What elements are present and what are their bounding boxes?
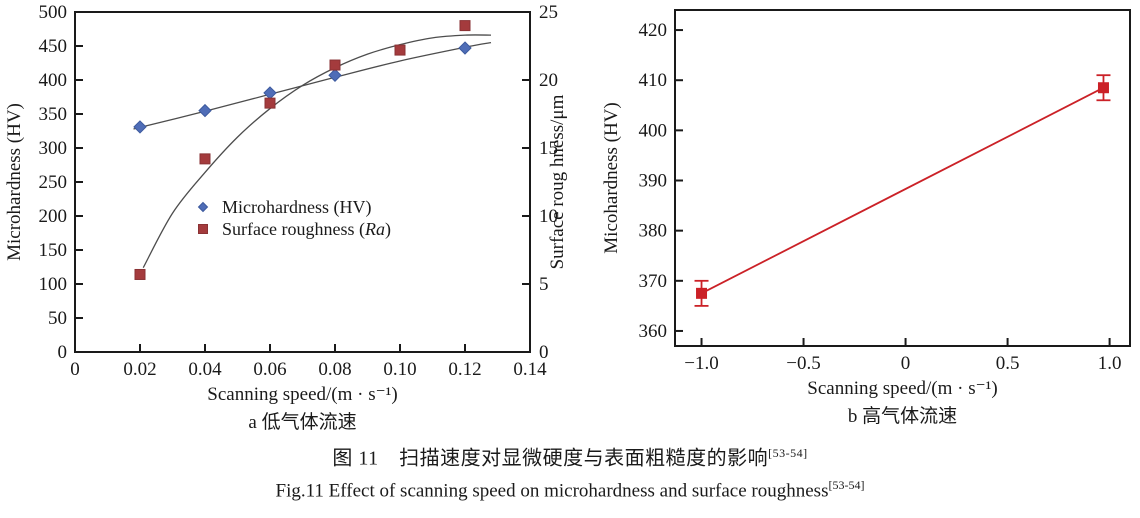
citation-superscript-cn: [53-54] bbox=[768, 446, 808, 460]
trend-line bbox=[142, 34, 492, 268]
y-tick-label-right: 5 bbox=[539, 274, 549, 295]
data-point-square bbox=[329, 59, 341, 71]
x-tick-label: 0 bbox=[70, 359, 80, 380]
x-tick-label: 0.04 bbox=[188, 359, 222, 380]
y-tick-label-left: 380 bbox=[639, 221, 668, 242]
y-tick-label-left: 390 bbox=[639, 171, 668, 192]
x-tick-label: 0.12 bbox=[448, 359, 481, 380]
x-tick-label: 0.5 bbox=[996, 353, 1020, 374]
x-tick-label: 0.14 bbox=[513, 359, 547, 380]
y-tick-label-left: 350 bbox=[39, 104, 68, 125]
data-point-square bbox=[199, 153, 211, 165]
y-tick-label-left: 0 bbox=[58, 342, 68, 363]
figure-caption-cn: 图 11 扫描速度对显微硬度与表面粗糙度的影响[53-54] bbox=[0, 446, 1140, 472]
x-tick-label: 0.10 bbox=[383, 359, 416, 380]
x-tick-label: 0.06 bbox=[253, 359, 286, 380]
y-tick-label-left: 250 bbox=[39, 172, 68, 193]
panel-subcaption: b 高气体流速 bbox=[848, 405, 957, 427]
panel-subcaption: a 低气体流速 bbox=[248, 411, 356, 432]
trend-line bbox=[133, 41, 492, 130]
y-tick-label-left: 400 bbox=[39, 70, 68, 91]
data-point-square bbox=[394, 44, 406, 56]
chart-row: 0 0.02 0.04 0.06 0.08 0.10 0.12 0.14 0 50 100 150 20… bbox=[4, 2, 1131, 432]
y-axis-label-left: Micohardness (HV) bbox=[601, 102, 622, 253]
x-tick-label: 0.08 bbox=[318, 359, 351, 380]
y-axis-label-left: Microhardness (HV) bbox=[4, 103, 25, 261]
y-axis-label-right: Surface roug hness/μm bbox=[547, 94, 568, 269]
y-tick-label-left: 100 bbox=[39, 274, 68, 295]
y-tick-label-left: 450 bbox=[39, 36, 68, 57]
data-point-diamond bbox=[458, 41, 472, 55]
data-point-square bbox=[1097, 82, 1109, 94]
plot-border bbox=[674, 9, 1131, 347]
data-point-square bbox=[459, 20, 471, 32]
data-point-diamond bbox=[198, 103, 212, 118]
y-tick-label-left: 200 bbox=[39, 206, 68, 227]
chart-b-high-gas-flow: −1.0 −0.5 0 0.5 1.0 360 370 380 390 400 410 420 Mico… bbox=[601, 9, 1131, 427]
legend-label: Surface roughness (Ra) bbox=[222, 219, 391, 240]
data-point-square bbox=[264, 97, 276, 109]
data-point-diamond bbox=[263, 86, 277, 100]
series-line bbox=[701, 86, 1104, 295]
y-tick-label-right: 15 bbox=[539, 138, 558, 159]
legend-label: Microhardness (HV) bbox=[222, 197, 371, 218]
y-tick-label-left: 50 bbox=[48, 308, 67, 329]
y-tick-label-left: 500 bbox=[39, 2, 68, 23]
y-tick-label-left: 410 bbox=[639, 70, 668, 91]
y-tick-label-right: 10 bbox=[539, 206, 558, 227]
x-tick-label: −1.0 bbox=[684, 353, 718, 374]
data-point-square bbox=[696, 287, 708, 299]
x-tick-label: 0 bbox=[901, 353, 911, 374]
figure-caption-en-text: Fig.11 Effect of scanning speed on micro… bbox=[275, 479, 829, 501]
y-tick-label-left: 300 bbox=[39, 138, 68, 159]
figure-caption-en: Fig.11 Effect of scanning speed on micro… bbox=[0, 478, 1140, 503]
y-tick-label-left: 150 bbox=[39, 240, 68, 261]
plot-border bbox=[74, 11, 531, 353]
x-tick-label: 1.0 bbox=[1098, 353, 1122, 374]
data-point-diamond bbox=[133, 120, 147, 134]
data-point-diamond bbox=[328, 68, 342, 82]
data-point-square bbox=[134, 268, 146, 280]
y-tick-label-left: 370 bbox=[639, 271, 668, 292]
x-axis-label: Scanning speed/(m · s⁻¹) bbox=[807, 378, 997, 399]
x-axis-label: Scanning speed/(m · s⁻¹) bbox=[207, 384, 397, 405]
figure-caption-cn-text: 图 11 扫描速度对显微硬度与表面粗糙度的影响 bbox=[332, 447, 769, 470]
y-tick-label-left: 400 bbox=[639, 120, 668, 141]
citation-superscript-en: [53-54] bbox=[828, 477, 865, 492]
y-tick-label-right: 0 bbox=[539, 342, 549, 363]
legend-diamond-swatch bbox=[197, 201, 209, 213]
x-tick-label: 0.02 bbox=[123, 359, 156, 380]
legend-square-swatch bbox=[198, 224, 208, 234]
y-tick-label-left: 420 bbox=[639, 20, 668, 41]
x-tick-label: −0.5 bbox=[786, 353, 820, 374]
y-tick-label-right: 25 bbox=[539, 2, 558, 23]
chart-a-low-gas-flow: 0 0.02 0.04 0.06 0.08 0.10 0.12 0.1405010015020… bbox=[4, 2, 568, 432]
y-tick-label-left: 360 bbox=[639, 321, 668, 342]
y-tick-label-right: 20 bbox=[539, 70, 558, 91]
